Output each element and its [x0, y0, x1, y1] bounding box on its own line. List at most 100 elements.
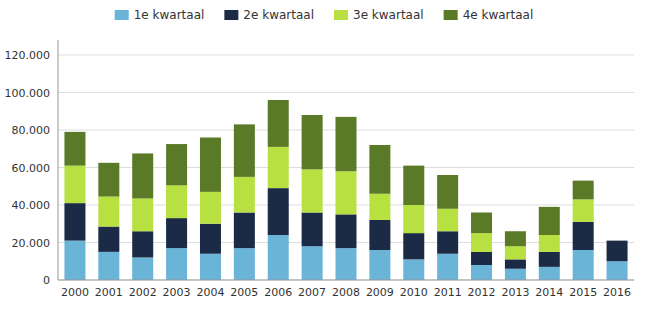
x-tick-label: 2012 — [468, 286, 496, 299]
legend-label: 3e kwartaal — [353, 8, 424, 22]
y-tick-label: 0 — [43, 274, 50, 287]
bar-segment — [64, 241, 85, 280]
legend-label: 1e kwartaal — [134, 8, 205, 22]
bar-segment — [471, 213, 492, 234]
bar-segment — [369, 145, 390, 194]
bar-segment — [234, 213, 255, 249]
bar-segment — [607, 240, 628, 241]
x-axis-line — [58, 280, 634, 281]
x-tick-label: 2010 — [400, 286, 428, 299]
bar-segment — [132, 153, 153, 198]
bar-segment — [335, 214, 356, 248]
bar-segment — [505, 269, 526, 280]
bar-segment — [539, 267, 560, 280]
bar-segment — [132, 231, 153, 257]
bar-segment — [234, 124, 255, 177]
bar-segment — [166, 185, 187, 218]
bar-segment — [98, 197, 119, 227]
bar-segment — [302, 115, 323, 169]
bar-segment — [471, 265, 492, 280]
x-tick-label: 2001 — [95, 286, 123, 299]
y-axis-line — [58, 40, 59, 280]
y-tick-label: 40.000 — [12, 199, 51, 212]
grid-line — [58, 280, 634, 281]
bar-segment — [268, 147, 289, 188]
legend-swatch — [224, 10, 238, 20]
bars — [64, 100, 627, 280]
legend-swatch — [334, 10, 348, 20]
bar-segment — [335, 117, 356, 171]
bar-segment — [166, 248, 187, 280]
x-tick-label: 2003 — [163, 286, 191, 299]
x-tick-label: 2006 — [264, 286, 292, 299]
x-tick-label: 2011 — [434, 286, 462, 299]
bar-segment — [302, 246, 323, 280]
legend-label: 2e kwartaal — [243, 8, 314, 22]
bar-segment — [437, 209, 458, 232]
bar-segment — [234, 248, 255, 280]
bar-segment — [403, 259, 424, 280]
bar-segment — [98, 252, 119, 280]
bar-segment — [335, 248, 356, 280]
bar-segment — [369, 220, 390, 250]
x-tick-label: 2005 — [230, 286, 258, 299]
bar-segment — [98, 227, 119, 252]
bar-segment — [268, 188, 289, 235]
bar-segment — [607, 241, 628, 262]
bar-segment — [369, 250, 390, 280]
bar-segment — [369, 194, 390, 220]
bar-segment — [234, 177, 255, 213]
chart: 0 20.000 40.000 60.000 80.000 100.000 120.000 2… — [0, 0, 648, 310]
bar-segment — [437, 231, 458, 254]
bar-segment — [573, 222, 594, 250]
y-tick-label: 120.000 — [5, 49, 51, 62]
grid-line — [58, 92, 634, 93]
x-tick-label: 2013 — [501, 286, 529, 299]
bar-segment — [132, 198, 153, 231]
bar-segment — [403, 166, 424, 205]
x-tick-label: 2002 — [129, 286, 157, 299]
bar-segment — [166, 144, 187, 185]
bar-segment — [64, 203, 85, 241]
bar-segment — [200, 138, 221, 192]
bar-segment — [268, 235, 289, 280]
bar-segment — [573, 181, 594, 200]
bar-segment — [505, 231, 526, 246]
legend-label: 4e kwartaal — [463, 8, 534, 22]
legend-swatch — [444, 10, 458, 20]
bar-segment — [539, 252, 560, 267]
y-tick-label: 20.000 — [12, 237, 51, 250]
bar-segment — [200, 224, 221, 254]
y-tick-label: 80.000 — [12, 124, 51, 137]
bar-segment — [573, 199, 594, 222]
legend-swatch — [115, 10, 129, 20]
bar-segment — [539, 207, 560, 235]
x-tick-label: 2007 — [298, 286, 326, 299]
bar-segment — [539, 235, 560, 252]
y-tick-label: 60.000 — [12, 162, 51, 175]
bar-segment — [403, 205, 424, 233]
y-tick-label: 100.000 — [5, 87, 51, 100]
y-grid — [58, 55, 634, 280]
bar-segment — [607, 261, 628, 280]
legend-item: 2e kwartaal — [224, 8, 314, 22]
bar-segment — [268, 100, 289, 147]
legend-item: 1e kwartaal — [115, 8, 205, 22]
bar-segment — [437, 175, 458, 209]
x-tick-label: 2014 — [535, 286, 563, 299]
legend: 1e kwartaal 2e kwartaal 3e kwartaal 4e kwar… — [115, 8, 534, 22]
bar-segment — [471, 252, 492, 265]
bar-segment — [132, 258, 153, 281]
bar-segment — [573, 250, 594, 280]
bar-segment — [200, 254, 221, 280]
legend-item: 4e kwartaal — [444, 8, 534, 22]
bar-segment — [335, 171, 356, 214]
bar-segment — [403, 233, 424, 259]
bar-segment — [200, 192, 221, 224]
bar-segment — [98, 163, 119, 197]
bar-segment — [302, 169, 323, 212]
bar-segment — [505, 246, 526, 259]
bar-segment — [64, 132, 85, 166]
bar-segment — [471, 233, 492, 252]
x-tick-label: 2000 — [61, 286, 89, 299]
